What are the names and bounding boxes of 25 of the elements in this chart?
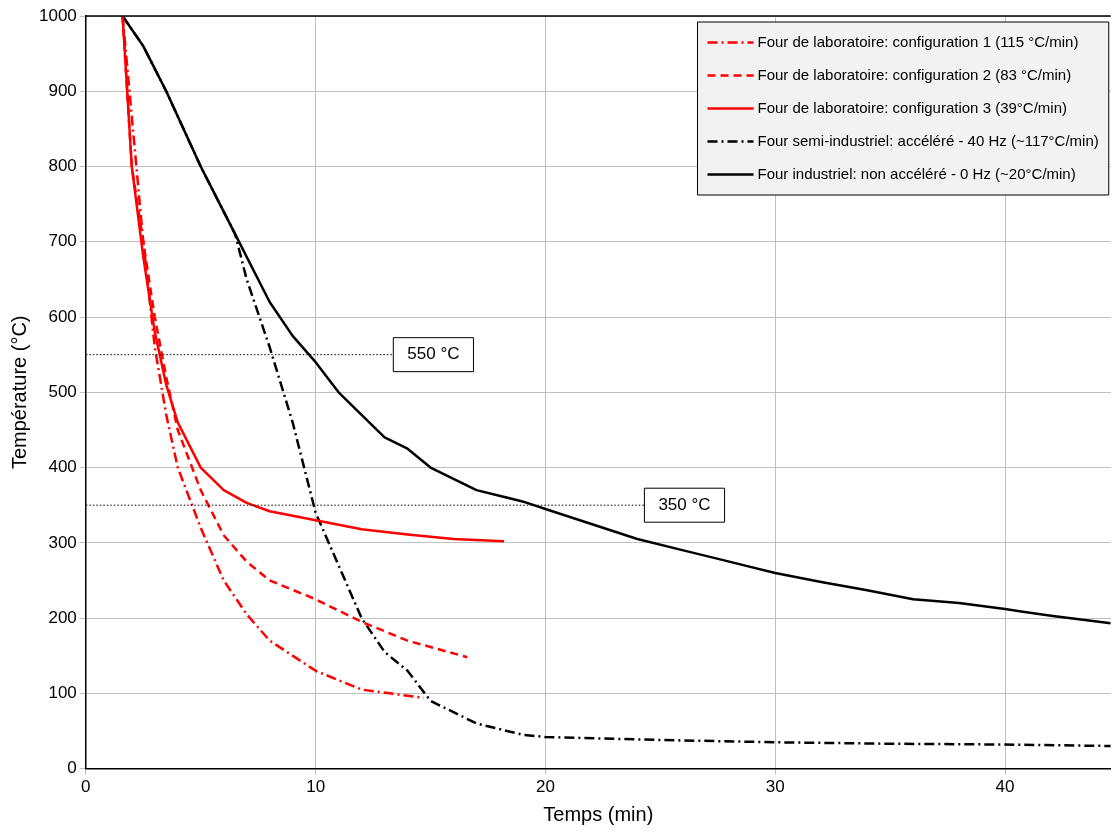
y-tick-label: 700 [48,231,77,251]
x-tick-label: 30 [765,777,785,797]
legend-label: Four industriel: non accéléré - 0 Hz (~20°C/min) [757,164,1076,182]
y-tick-label: 300 [48,532,77,552]
x-tick-label: 0 [81,777,91,797]
x-tick-label: 10 [306,777,326,797]
x-axis-title: Temps (min) [543,802,654,825]
ref-line-label: 350 °C [658,494,711,514]
y-tick-label: 100 [48,683,77,703]
x-tick-label: 20 [535,777,555,797]
y-axis-title: Température (°C) [7,315,30,470]
legend-label: Four de laboratoire: configuration 1 (115 °C/min) [757,32,1079,50]
y-tick-label: 0 [67,758,77,778]
y-tick-label: 800 [48,156,77,176]
legend-label: Four semi-industriel: accéléré - 40 Hz (~117°C/min) [757,131,1099,149]
y-tick-label: 500 [48,381,77,401]
y-tick-label: 200 [48,607,77,627]
y-tick-label: 600 [48,306,77,326]
x-tick-label: 40 [995,777,1015,797]
legend-label: Four de laboratoire: configuration 3 (39°C/min) [757,98,1067,116]
y-tick-label: 400 [48,457,77,477]
ref-line-label: 550 °C [407,344,460,364]
y-tick-label: 1000 [38,5,77,25]
legend-label: Four de laboratoire: configuration 2 (83 °C/min) [757,65,1072,83]
y-tick-label: 900 [48,80,77,100]
